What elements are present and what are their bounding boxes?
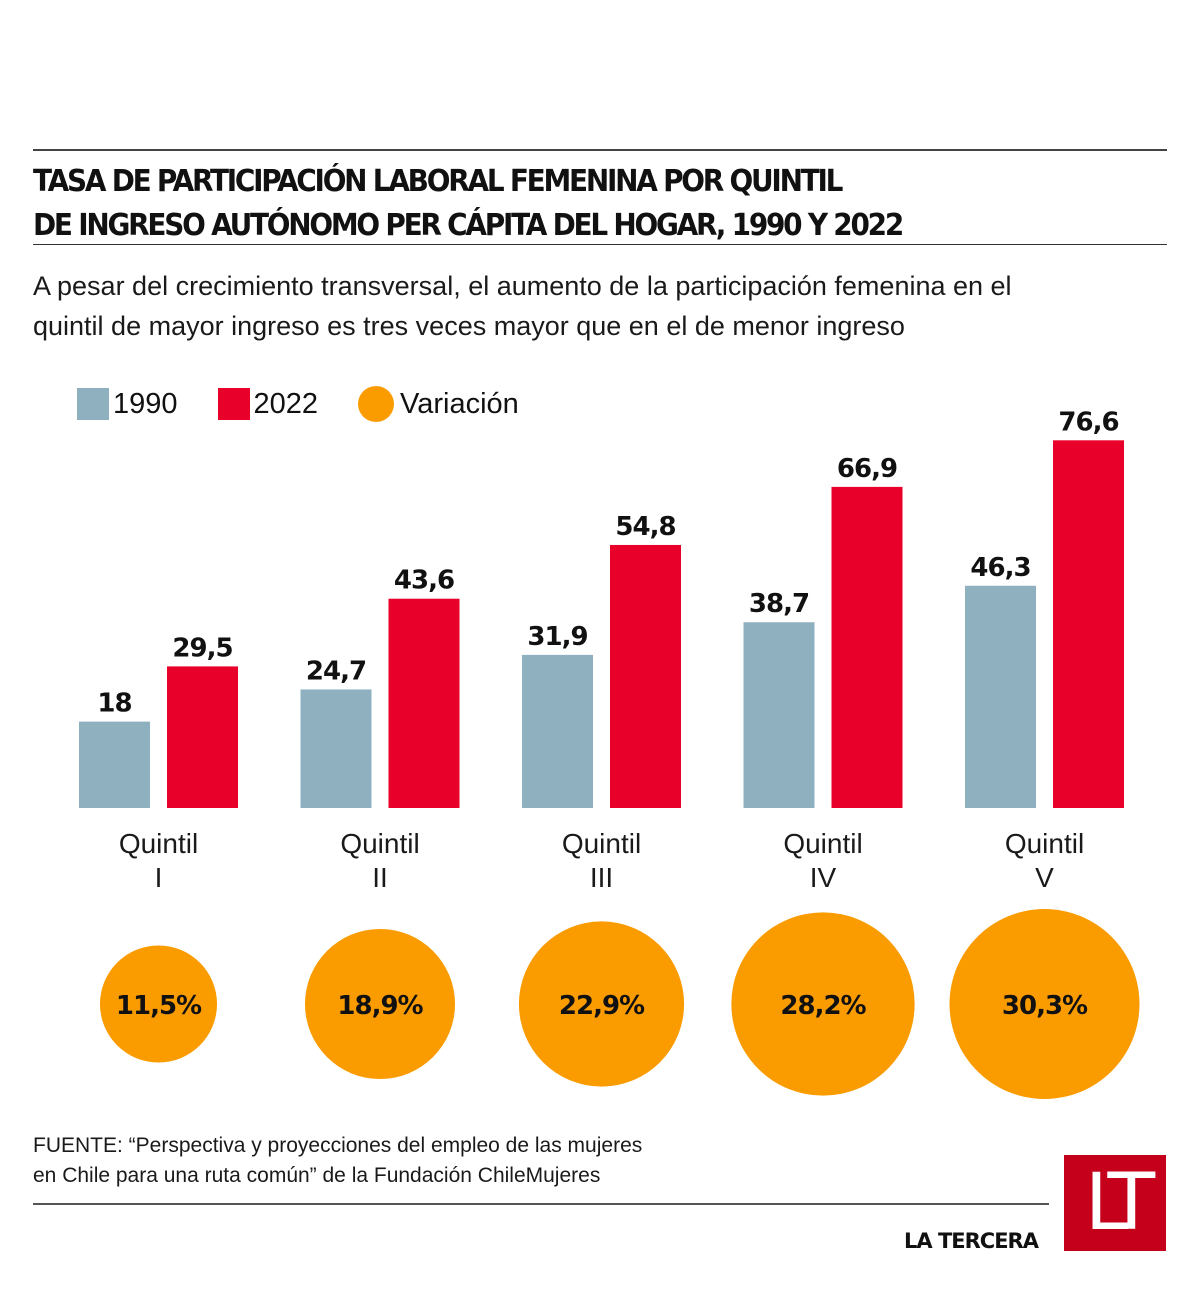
subtitle-line-2: quintil de mayor ingreso es tres veces m… — [33, 311, 905, 341]
variation-circle-3 — [518, 921, 685, 1087]
legend-label-variacion: Variación — [400, 387, 519, 420]
bar-2022-3 — [610, 544, 681, 808]
bar-2022-2 — [388, 598, 460, 808]
bar-2022-1 — [167, 666, 238, 808]
legend-item-variacion: Variación — [358, 386, 519, 422]
data-label-2022-2: 43,6 — [394, 566, 454, 596]
title-line-2: DE INGRESO AUTÓNOMO PER CÁPITA DEL HOGAR… — [33, 208, 904, 243]
category-label-4: Quintil — [783, 828, 862, 859]
category-label-2: Quintil — [340, 828, 419, 859]
legend: 1990 2022 Variación — [77, 385, 559, 423]
variation-circle-5 — [949, 909, 1140, 1099]
category-label-5: Quintil — [1005, 828, 1084, 859]
bar-1990-1 — [79, 721, 150, 808]
legend-item-1990: 1990 — [77, 388, 178, 421]
data-label-1990-5: 46,3 — [970, 553, 1030, 583]
legend-swatch-2022 — [217, 388, 250, 420]
variation-label-1: 11,5% — [116, 991, 202, 1021]
brand-name: LA TERCERA — [904, 1229, 1039, 1253]
variation-label-3: 22,9% — [559, 991, 645, 1021]
bar-1990-5 — [965, 585, 1036, 808]
category-label-3-numeral: III — [590, 862, 613, 893]
bar-2022-4 — [831, 486, 903, 808]
variation-label-2: 18,9% — [337, 991, 423, 1021]
title-line-1: TASA DE PARTICIPACIÓN LABORAL FEMENINA P… — [33, 164, 843, 199]
category-label-5-numeral: V — [1035, 862, 1054, 893]
source-note: FUENTE: “Perspectiva y proyecciones del … — [33, 1131, 642, 1191]
footer-rule — [33, 1203, 1049, 1205]
bar-1990-2 — [300, 689, 372, 808]
legend-label-1990: 1990 — [113, 387, 178, 420]
variation-label-5: 30,3% — [1002, 991, 1088, 1021]
data-label-1990-1: 18 — [97, 689, 131, 719]
legend-circle-variacion — [358, 386, 395, 422]
variation-circle-1 — [99, 945, 218, 1063]
variation-label-4: 28,2% — [780, 991, 866, 1021]
chart-subtitle: A pesar del crecimiento transversal, el … — [33, 266, 1173, 346]
data-label-1990-2: 24,7 — [306, 656, 366, 686]
data-label-2022-1: 29,5 — [172, 633, 232, 663]
category-label-3: Quintil — [562, 828, 641, 859]
top-rule — [33, 149, 1167, 151]
category-label-2-numeral: II — [372, 862, 388, 893]
legend-item-2022: 2022 — [217, 387, 319, 421]
data-label-1990-3: 31,9 — [527, 622, 587, 652]
legend-swatch-1990 — [77, 388, 109, 420]
la-tercera-logo: LT — [1064, 1155, 1166, 1251]
data-label-1990-4: 38,7 — [749, 589, 809, 619]
bar-1990-3 — [522, 654, 593, 808]
source-line-1: FUENTE: “Perspectiva y proyecciones del … — [33, 1134, 643, 1157]
bar-chart: 1829,5QuintilI11,5%24,743,6QuintilII18,9… — [79, 407, 1140, 1099]
source-line-2: en Chile para una ruta común” de la Fund… — [33, 1164, 601, 1187]
bar-2022-5 — [1053, 440, 1124, 808]
data-label-2022-4: 66,9 — [837, 454, 897, 484]
data-label-2022-3: 54,8 — [615, 512, 675, 542]
variation-circle-4 — [731, 912, 915, 1096]
bar-1990-4 — [743, 622, 815, 808]
data-label-2022-5: 76,6 — [1058, 407, 1118, 437]
category-label-4-numeral: IV — [810, 862, 837, 893]
chart-title: TASA DE PARTICIPACIÓN LABORAL FEMENINA P… — [33, 160, 1093, 248]
category-label-1-numeral: I — [155, 862, 163, 893]
title-rule — [33, 244, 1167, 245]
legend-label-2022: 2022 — [253, 387, 319, 420]
category-label-1: Quintil — [119, 828, 198, 859]
subtitle-line-1: A pesar del crecimiento transversal, el … — [33, 271, 1012, 301]
variation-circle-2 — [304, 928, 456, 1080]
